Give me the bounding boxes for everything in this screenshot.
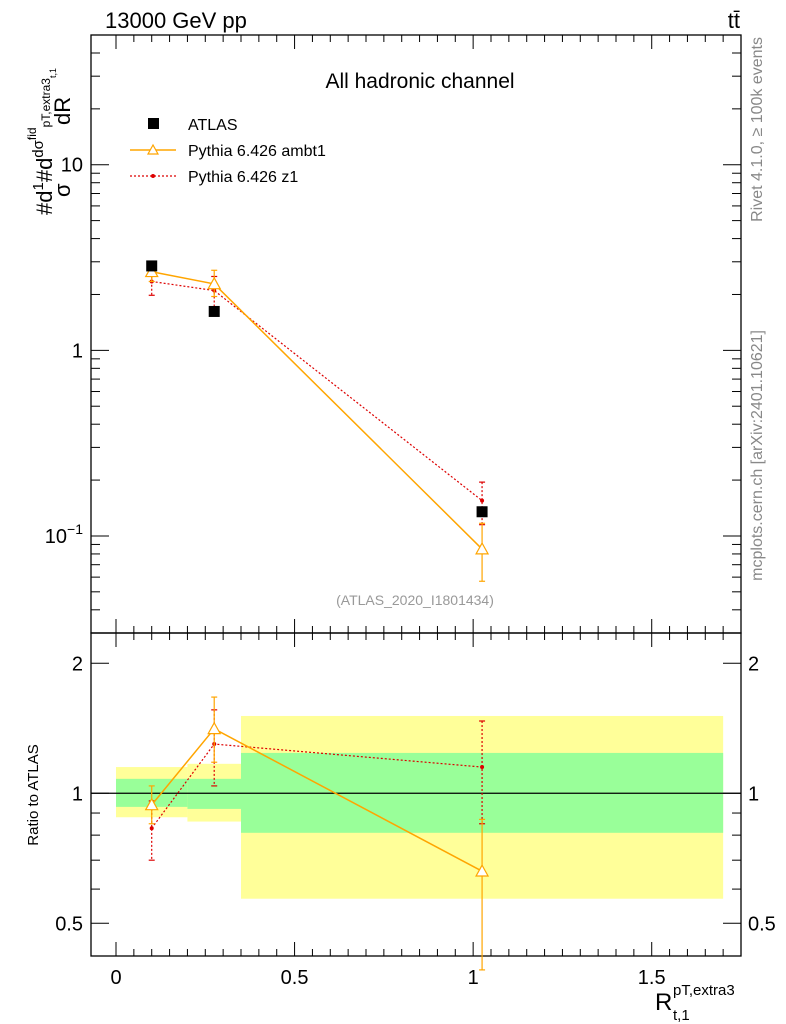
x-axis-title-main: R — [655, 989, 672, 1016]
rivet-version-label: Rivet 4.1.0, ≥ 100k events — [749, 37, 766, 222]
y-tick-label-right: 0.5 — [748, 913, 776, 935]
z1-ratio-marker — [149, 826, 154, 831]
y-tick-label: 1 — [72, 783, 83, 805]
legend-z1-label: Pythia 6.426 z1 — [188, 169, 298, 186]
y-tick-label: 10 — [61, 155, 83, 177]
legend-ambt1-label: Pythia 6.426 ambt1 — [188, 143, 326, 160]
x-tick-label: 0 — [110, 967, 121, 989]
main-y-axis-label: #d1#ddσfidpT,extra3t,1 σ dR — [25, 68, 75, 215]
ambt1-marker — [207, 276, 222, 290]
main-y-axis-label-dr: dR — [50, 97, 75, 125]
x-axis-title-superscript: pT,extra3 — [673, 982, 735, 999]
ambt1-marker — [475, 863, 490, 877]
x-tick-label: 1.5 — [638, 967, 666, 989]
atlas-data-point — [208, 305, 220, 317]
z1-ratio-marker — [480, 765, 485, 770]
main-y-axis-label-denominator: σ — [50, 183, 75, 197]
energy-label: 13000 GeV pp — [105, 8, 247, 33]
z1-marker — [480, 498, 485, 503]
x-tick-label: 1 — [468, 967, 479, 989]
chart-title: All hadronic channel — [325, 70, 514, 93]
analysis-watermark: (ATLAS_2020_I1801434) — [336, 592, 494, 608]
ratio-y-axis-label: Ratio to ATLAS — [25, 744, 42, 845]
y-tick-label: 0.5 — [55, 913, 83, 935]
mcplots-credit-label: mcplots.cern.ch [arXiv:2401.10621] — [749, 330, 766, 581]
ambt1-marker — [475, 541, 490, 555]
z1-line — [151, 280, 483, 502]
x-axis-title-subscript: t,1 — [673, 1007, 690, 1024]
y-tick-label-right: 1 — [748, 783, 759, 805]
y-tick-label: 10−1 — [45, 521, 83, 548]
y-tick-label: 2 — [72, 653, 83, 675]
ratio-frame — [90, 632, 742, 957]
x-axis-title: R pT,extra3 t,1 — [655, 982, 735, 1024]
ratio-panel: 0 0.5 1 1.5 0.5 0.5 1 1 2 2 — [55, 632, 776, 989]
ambt1-marker — [207, 721, 222, 735]
atlas-data-point — [146, 260, 158, 272]
y-tick-label: 1 — [72, 340, 83, 362]
legend-ambt1-marker — [146, 143, 160, 155]
x-tick-label: 0.5 — [281, 967, 309, 989]
legend-atlas-label: ATLAS — [188, 117, 238, 134]
ambt1-line — [151, 271, 483, 550]
legend: ATLAS Pythia 6.426 ambt1 Pythia 6.426 z1 — [130, 117, 326, 186]
y-tick-label-right: 2 — [748, 653, 759, 675]
ambt1-marker — [144, 797, 159, 811]
atlas-data-point — [476, 506, 488, 518]
process-label: tt̄ — [728, 8, 740, 33]
legend-atlas-marker — [148, 118, 159, 129]
legend-z1-marker — [151, 174, 155, 178]
